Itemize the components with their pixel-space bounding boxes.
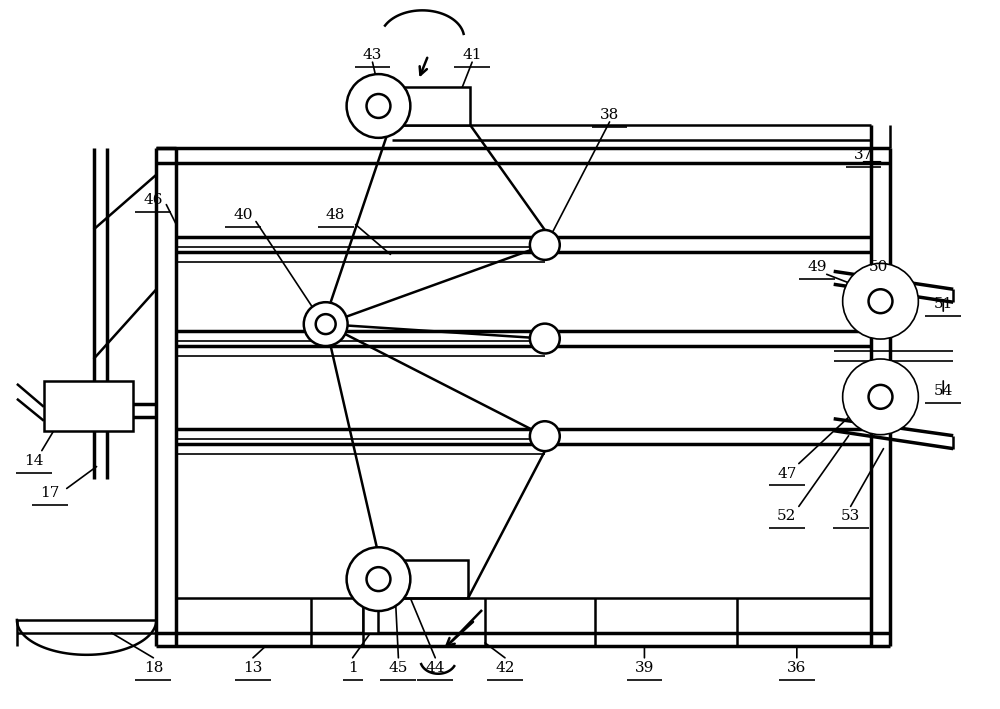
Text: 1: 1 xyxy=(348,661,357,675)
Text: 46: 46 xyxy=(144,193,163,206)
Circle shape xyxy=(843,263,918,339)
Circle shape xyxy=(316,314,336,334)
Text: 49: 49 xyxy=(807,260,827,274)
Circle shape xyxy=(530,323,560,354)
Text: 13: 13 xyxy=(243,661,263,675)
Circle shape xyxy=(347,74,410,138)
Text: 40: 40 xyxy=(233,208,253,221)
Circle shape xyxy=(304,302,348,346)
Text: 51: 51 xyxy=(934,297,953,311)
Text: 52: 52 xyxy=(777,509,797,523)
Text: 42: 42 xyxy=(495,661,515,675)
Text: 17: 17 xyxy=(40,486,59,501)
Bar xyxy=(44,381,133,430)
Circle shape xyxy=(530,230,560,260)
Circle shape xyxy=(367,567,390,591)
Text: 43: 43 xyxy=(363,48,382,62)
Bar xyxy=(390,87,470,125)
Circle shape xyxy=(851,272,910,331)
Text: 54: 54 xyxy=(934,384,953,398)
Circle shape xyxy=(530,421,560,451)
Circle shape xyxy=(347,547,410,611)
Circle shape xyxy=(869,385,892,409)
Circle shape xyxy=(869,289,892,313)
Bar xyxy=(388,560,468,598)
Text: 44: 44 xyxy=(426,661,445,675)
Text: 53: 53 xyxy=(841,509,860,523)
Circle shape xyxy=(851,367,910,427)
Bar xyxy=(363,580,378,633)
Text: 14: 14 xyxy=(24,454,44,467)
Text: 36: 36 xyxy=(787,661,807,675)
Text: 47: 47 xyxy=(777,467,797,481)
Text: 38: 38 xyxy=(600,108,619,122)
Text: 39: 39 xyxy=(635,661,654,675)
Text: 41: 41 xyxy=(462,48,482,62)
Circle shape xyxy=(843,359,918,435)
Circle shape xyxy=(367,94,390,118)
Text: 18: 18 xyxy=(144,661,163,675)
Text: 48: 48 xyxy=(326,208,345,221)
Text: 37: 37 xyxy=(854,147,873,162)
Text: 45: 45 xyxy=(389,661,408,675)
Text: 50: 50 xyxy=(869,260,888,274)
